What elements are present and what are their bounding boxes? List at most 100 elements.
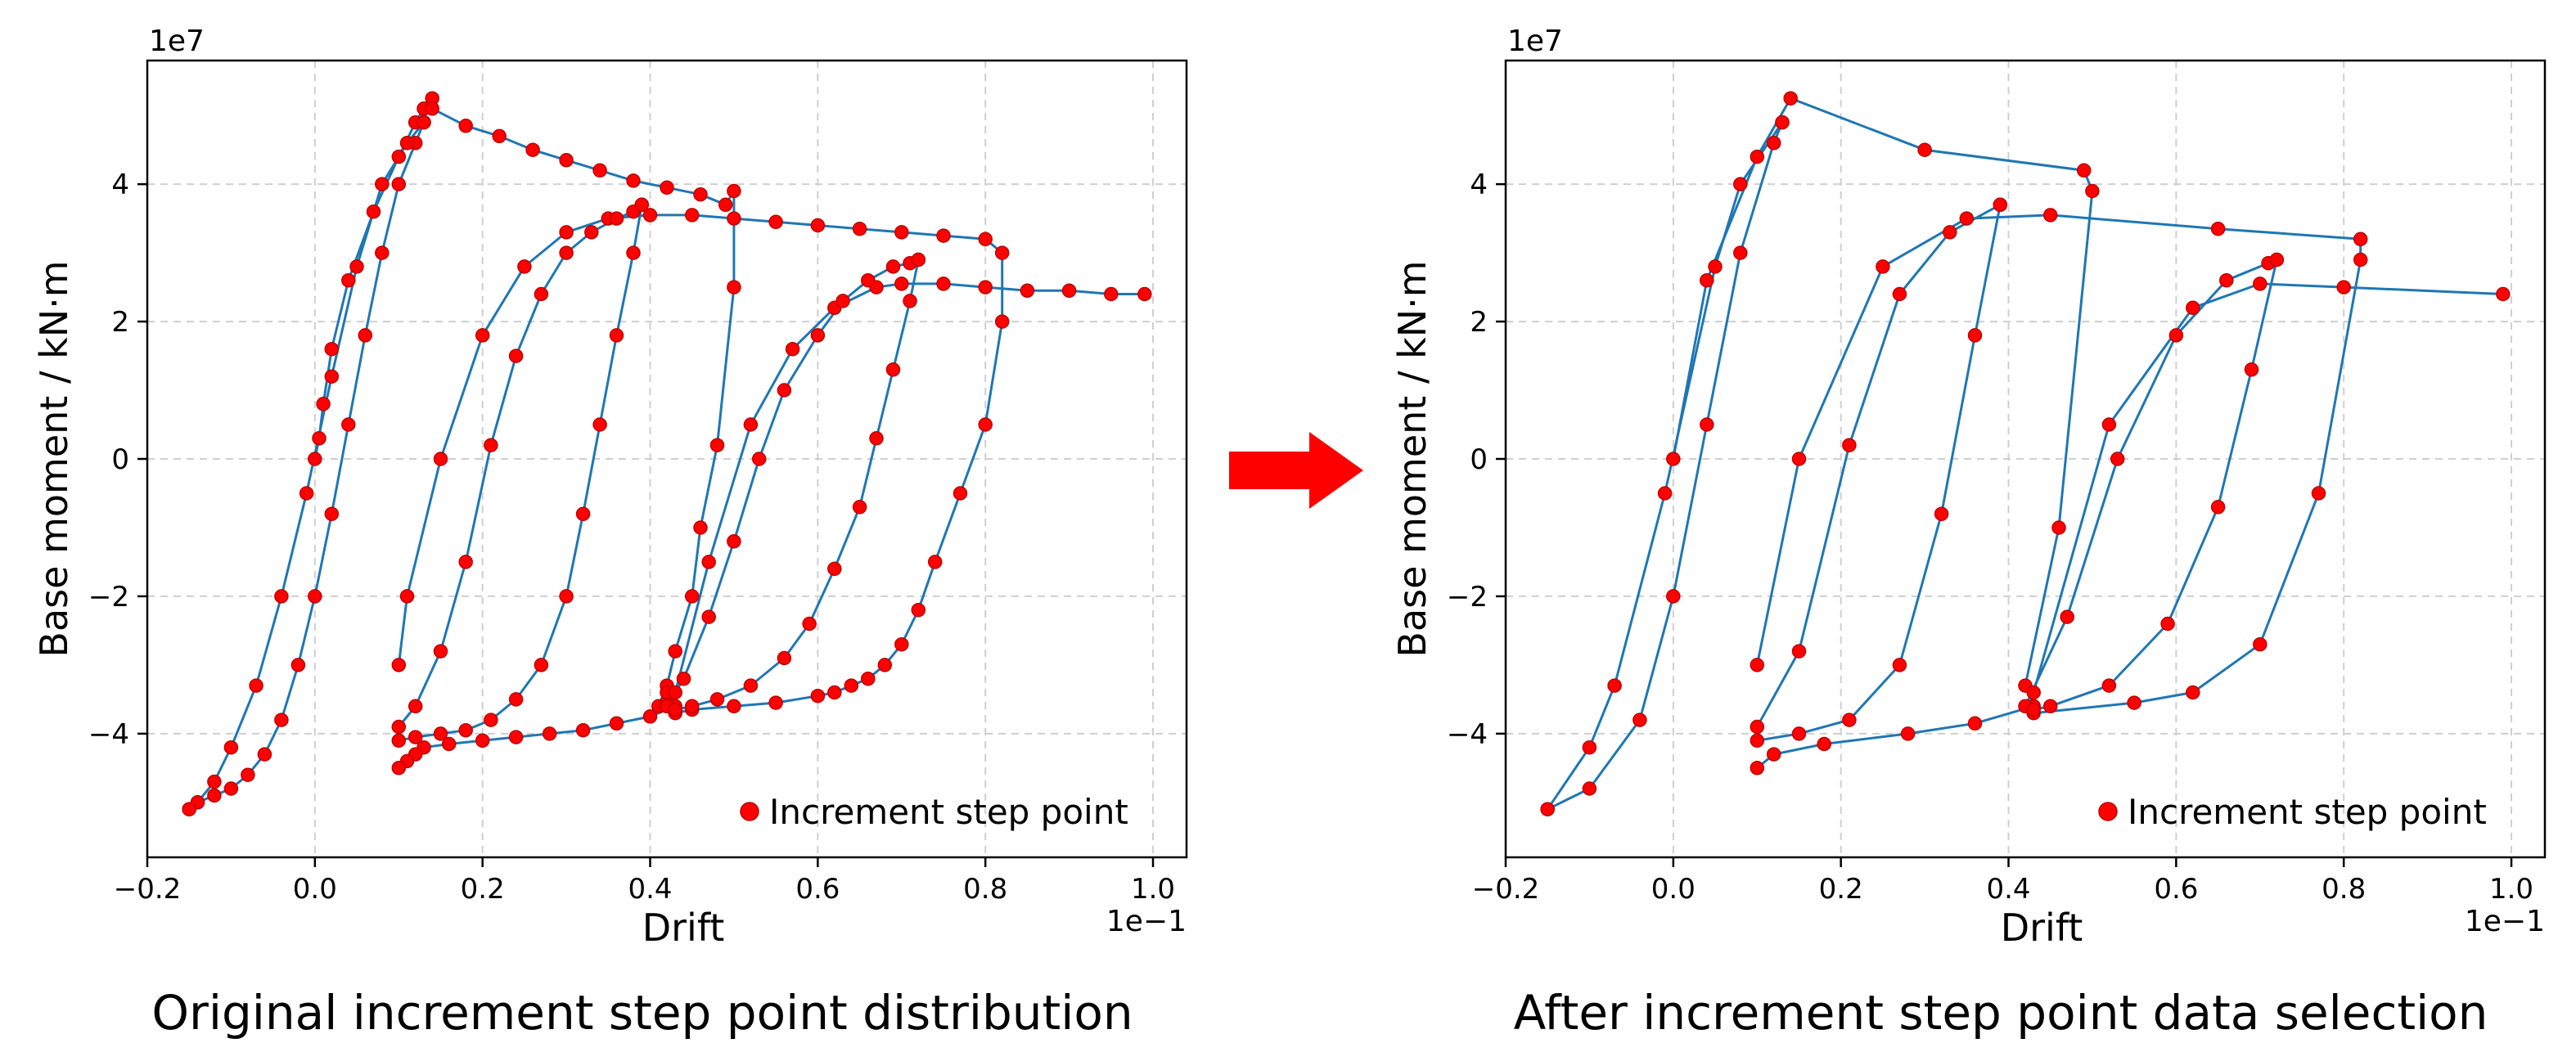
data-point xyxy=(911,602,926,618)
data-point xyxy=(1959,211,1975,226)
data-point xyxy=(534,286,549,302)
data-point xyxy=(727,280,741,294)
data-point xyxy=(852,500,867,515)
y-tick-label: 0 xyxy=(111,443,129,476)
data-point xyxy=(1666,452,1681,466)
chart-original: −0.2 0.0 0.2 0.4 0.6 0.8 1.0 −4 −2 0 2 4 1e7 1e−1 Drif… xyxy=(32,25,1188,1041)
data-point xyxy=(542,726,557,741)
data-point xyxy=(1892,658,1907,672)
data-point xyxy=(768,214,783,230)
data-point xyxy=(2353,232,2368,247)
data-point xyxy=(399,136,415,151)
data-point xyxy=(312,431,327,446)
data-point xyxy=(399,589,415,604)
data-point xyxy=(559,153,574,168)
data-point xyxy=(2353,252,2368,267)
x-tick-label: 0.2 xyxy=(461,873,505,906)
series-line xyxy=(1755,203,2002,728)
data-point xyxy=(2042,208,2058,223)
data-point xyxy=(324,506,340,521)
data-point xyxy=(1783,91,1798,106)
data-point xyxy=(2101,678,2117,693)
data-point xyxy=(441,736,457,752)
data-point xyxy=(844,678,859,693)
data-point xyxy=(417,115,431,130)
data-point xyxy=(241,767,255,782)
legend: Increment step point xyxy=(740,792,1128,832)
data-point xyxy=(827,561,842,577)
data-point xyxy=(727,534,741,549)
data-point xyxy=(718,197,733,213)
data-point xyxy=(425,101,439,116)
legend-label: Increment step point xyxy=(2128,792,2487,832)
data-point xyxy=(508,730,524,744)
grid xyxy=(146,61,1187,857)
data-point xyxy=(936,228,951,243)
data-point xyxy=(936,276,951,291)
x-axis-label: Drift xyxy=(2001,906,2083,950)
data-point xyxy=(835,294,850,308)
x-tick-label: 1.0 xyxy=(1131,873,1175,906)
data-point xyxy=(660,180,674,196)
data-point xyxy=(1607,678,1622,693)
data-point xyxy=(1582,740,1597,755)
data-point xyxy=(978,417,993,432)
data-point xyxy=(559,589,574,604)
data-point xyxy=(366,204,381,219)
y-axis-multiplier: 1e7 xyxy=(1507,25,1563,58)
data-point xyxy=(1750,733,1765,749)
data-point xyxy=(375,177,390,191)
data-point xyxy=(927,555,943,569)
data-point xyxy=(559,225,574,240)
y-tick-label: 2 xyxy=(111,306,129,339)
data-point xyxy=(1842,713,1857,727)
data-point xyxy=(1967,716,1983,731)
data-point xyxy=(559,245,574,260)
data-point xyxy=(952,486,968,501)
series-line xyxy=(673,282,1145,693)
data-point xyxy=(182,802,196,816)
data-point xyxy=(852,221,867,236)
x-axis-label: Drift xyxy=(642,906,725,950)
data-point xyxy=(299,486,314,501)
data-point xyxy=(676,671,691,686)
data-point xyxy=(2186,300,2200,316)
right-arrow-icon xyxy=(1229,432,1363,509)
data-point xyxy=(2026,702,2041,717)
data-point xyxy=(894,636,909,652)
data-point xyxy=(575,722,591,738)
data-point xyxy=(903,294,917,308)
data-point xyxy=(1733,245,1748,260)
data-point xyxy=(475,328,490,343)
data-point xyxy=(861,272,876,288)
data-point xyxy=(777,650,792,666)
data-point xyxy=(2076,163,2092,178)
x-tick-label: 0.8 xyxy=(963,873,1007,906)
data-point xyxy=(609,328,624,343)
series-line xyxy=(2032,282,2503,693)
data-point xyxy=(207,788,222,803)
data-point xyxy=(1750,761,1765,776)
y-axis-label: Base moment / kN·m xyxy=(32,260,76,657)
data-point xyxy=(727,211,741,226)
x-axis-multiplier: 1e−1 xyxy=(1106,905,1187,938)
data-point xyxy=(433,644,448,659)
data-point xyxy=(684,699,700,714)
data-point xyxy=(1967,328,1983,343)
x-tick-label: 0.2 xyxy=(1819,873,1863,906)
data-point xyxy=(375,245,390,260)
data-point xyxy=(484,713,498,727)
data-point xyxy=(324,369,340,384)
chart-caption: After increment step point data selectio… xyxy=(1514,985,2488,1041)
data-point xyxy=(592,417,607,432)
data-point xyxy=(584,225,599,240)
y-tick-label: −2 xyxy=(88,581,129,614)
legend: Increment step point xyxy=(2098,792,2487,832)
data-point xyxy=(1766,136,1781,151)
data-point xyxy=(290,658,306,672)
legend-label: Increment step point xyxy=(769,792,1128,832)
data-point xyxy=(693,187,708,202)
x-tick-label: 0.6 xyxy=(2154,873,2198,906)
data-point xyxy=(391,149,407,164)
